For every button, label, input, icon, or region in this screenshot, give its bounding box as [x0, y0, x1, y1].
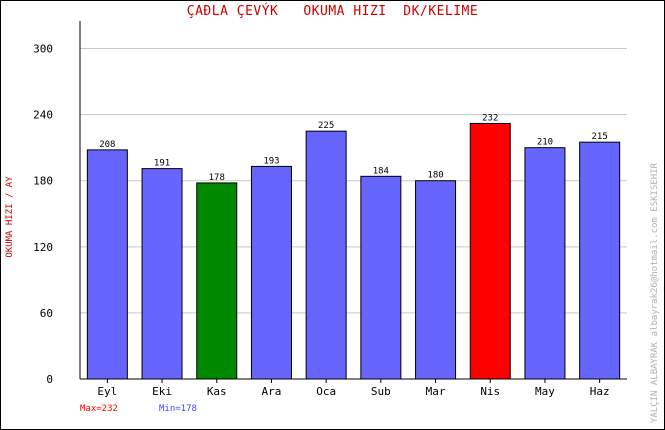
x-tick-label: Sub	[371, 385, 391, 398]
x-tick-label: Eki	[152, 385, 172, 398]
y-tick-label: 240	[33, 109, 53, 122]
bar	[469, 122, 511, 380]
x-tick-label: Mar	[426, 385, 446, 398]
bar	[524, 147, 566, 380]
y-tick-label: 300	[33, 43, 53, 56]
x-tick-label: Kas	[207, 385, 227, 398]
bar	[141, 168, 183, 380]
y-tick-label: 180	[33, 175, 53, 188]
data-label: 180	[427, 171, 443, 181]
x-tick-label: Ara	[262, 385, 282, 398]
x-tick-label: May	[535, 385, 555, 398]
data-label: 191	[154, 159, 170, 169]
bar	[415, 180, 457, 380]
bar	[305, 130, 347, 380]
data-label: 184	[373, 166, 389, 176]
x-tick-label: Eyl	[97, 385, 117, 398]
bar	[196, 182, 238, 380]
min-stat: Min=178	[159, 404, 197, 414]
data-label: 208	[99, 140, 115, 150]
bar	[360, 175, 402, 380]
data-label: 225	[318, 121, 334, 131]
x-tick-label: Oca	[316, 385, 336, 398]
x-tick-label: Nis	[480, 385, 500, 398]
data-label: 178	[209, 173, 225, 183]
bar	[86, 149, 128, 380]
y-tick-label: 120	[33, 241, 53, 254]
data-label: 215	[592, 132, 608, 142]
data-label: 193	[263, 156, 279, 166]
max-stat: Max=232	[80, 404, 118, 414]
y-tick-label: 60	[40, 307, 53, 320]
bar	[579, 141, 621, 380]
bar	[250, 165, 292, 380]
x-tick-label: Haz	[590, 385, 610, 398]
data-label: 232	[482, 113, 498, 123]
data-label: 210	[537, 138, 553, 148]
y-tick-label: 0	[46, 373, 53, 386]
chart-title: ÇAÐLA ÇEVÝK OKUMA HIZI DK/KELIME	[186, 4, 479, 19]
